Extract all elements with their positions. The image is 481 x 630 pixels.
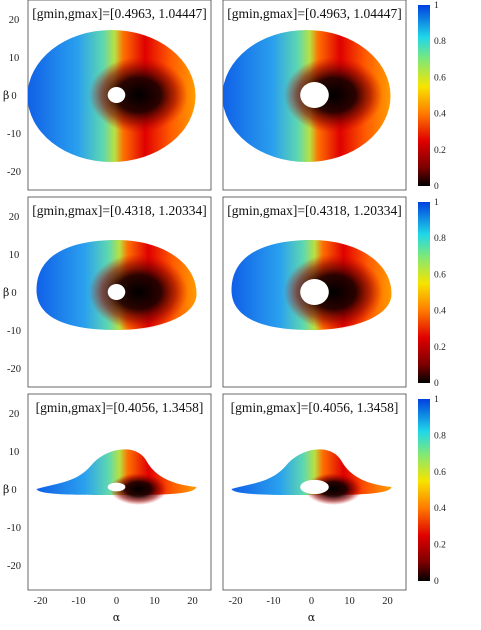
y-tick-label: -20 <box>7 364 21 375</box>
colorbar-gradient <box>418 202 430 383</box>
x-tick-label: -10 <box>72 596 86 607</box>
y-axis-label: β <box>3 89 9 102</box>
x-axis-label: α <box>308 611 316 624</box>
colorbar-tick-label: 0.4 <box>434 307 446 317</box>
colorbar-tick-label: 0.2 <box>434 146 446 156</box>
shadow-hole <box>107 284 126 300</box>
dark-core-region <box>284 57 383 133</box>
y-tick-label: 20 <box>9 409 20 420</box>
colorbar-tick-label: 0.8 <box>434 37 446 47</box>
y-tick-label: -10 <box>7 523 21 534</box>
dark-core-region <box>109 473 168 505</box>
shadow-hole <box>107 87 126 103</box>
x-tick-label: 20 <box>382 596 393 607</box>
y-axis-label: β <box>3 286 9 299</box>
colorbar-gradient <box>418 5 430 186</box>
colorbar-tick-label: 1 <box>434 1 439 11</box>
colorbar-tick-label: 0.6 <box>434 468 446 478</box>
colorbar-tick-label: 0 <box>434 182 439 192</box>
shadow-hole <box>107 482 126 492</box>
x-tick-label: 20 <box>187 596 198 607</box>
colorbar: 1 0.8 0.6 0.4 0.2 0 <box>418 395 446 587</box>
y-tick-label: 0 <box>11 91 16 102</box>
dark-core-region <box>89 57 188 133</box>
panel-r1-c2: [gmin,gmax]=[0.4963, 1.04447] <box>222 0 407 191</box>
y-tick-label: 0 <box>11 485 16 496</box>
dark-core-region <box>89 254 188 330</box>
x-tick-label: -20 <box>229 596 243 607</box>
panel-label: [gmin,gmax]=[0.4963, 1.04447] <box>32 6 206 21</box>
panel-label: [gmin,gmax]=[0.4056, 1.3458] <box>231 400 399 415</box>
x-tick-label: 10 <box>344 596 355 607</box>
shadow-hole <box>300 279 329 305</box>
colorbar-tick-label: 0.8 <box>434 234 446 244</box>
colorbar-tick-label: 0.4 <box>434 504 446 514</box>
panel-r2-c1: [gmin,gmax]=[0.4318, 1.20334] <box>27 196 212 388</box>
y-tick-label: -20 <box>7 167 21 178</box>
colorbar-tick-label: 0 <box>434 379 439 389</box>
y-tick-label: 10 <box>9 447 20 458</box>
y-tick-label: -20 <box>7 561 21 572</box>
shadow-hole <box>300 82 329 108</box>
colorbar-gradient <box>418 399 430 581</box>
panel-r3-c1: [gmin,gmax]=[0.4056, 1.3458] <box>27 393 212 591</box>
shadow-hole <box>300 479 329 495</box>
x-tick-label: -10 <box>267 596 281 607</box>
colorbar-tick-label: 0.2 <box>434 343 446 353</box>
panel-label: [gmin,gmax]=[0.4318, 1.20334] <box>227 203 401 218</box>
panel-r1-c1: [gmin,gmax]=[0.4963, 1.04447] <box>27 0 212 191</box>
x-tick-label: 0 <box>309 596 314 607</box>
x-axis-label: α <box>113 611 121 624</box>
y-tick-label: 10 <box>9 53 20 64</box>
panel-label: [gmin,gmax]=[0.4056, 1.3458] <box>36 400 204 415</box>
dark-core-region <box>284 254 383 330</box>
colorbar-tick-label: 1 <box>434 198 439 208</box>
y-axis-label: β <box>3 483 9 496</box>
panel-r2-c2: [gmin,gmax]=[0.4318, 1.20334] <box>222 196 407 388</box>
panel-r3-c2: [gmin,gmax]=[0.4056, 1.3458] <box>222 393 407 591</box>
colorbar-tick-label: 0.6 <box>434 73 446 83</box>
colorbar-tick-label: 0.4 <box>434 110 446 120</box>
colorbar-tick-label: 0.8 <box>434 431 446 441</box>
colorbar: 1 0.8 0.6 0.4 0.2 0 <box>418 198 446 389</box>
x-tick-label: 10 <box>149 596 160 607</box>
panel-label: [gmin,gmax]=[0.4963, 1.04447] <box>227 6 401 21</box>
y-tick-label: -10 <box>7 129 21 140</box>
colorbar-tick-label: 1 <box>434 395 439 405</box>
colorbar-tick-label: 0.2 <box>434 541 446 551</box>
y-tick-label: 10 <box>9 250 20 261</box>
y-tick-label: -10 <box>7 326 21 337</box>
y-tick-label: 0 <box>11 288 16 299</box>
colorbar-tick-label: 0.6 <box>434 270 446 280</box>
colorbar: 1 0.8 0.6 0.4 0.2 0 <box>418 1 446 192</box>
y-tick-label: 20 <box>9 212 20 223</box>
y-tick-label: 20 <box>9 15 20 26</box>
panel-label: [gmin,gmax]=[0.4318, 1.20334] <box>32 203 206 218</box>
x-tick-label: -20 <box>34 596 48 607</box>
colorbar-tick-label: 0 <box>434 577 439 587</box>
x-tick-label: 0 <box>114 596 119 607</box>
